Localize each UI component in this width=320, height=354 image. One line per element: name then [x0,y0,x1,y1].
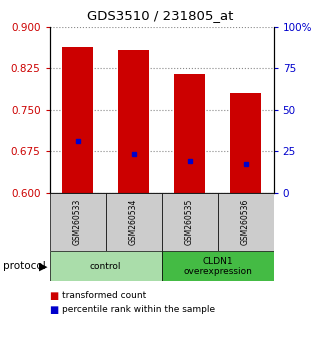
Bar [118,50,149,193]
Bar [62,47,93,193]
Text: ▶: ▶ [39,261,47,272]
Bar [162,193,218,251]
Text: ■: ■ [50,305,59,315]
Text: GSM260535: GSM260535 [185,199,194,245]
Bar [174,74,205,193]
Text: CLDN1
overexpression: CLDN1 overexpression [183,257,252,276]
Bar [218,193,274,251]
Text: ■: ■ [50,291,59,301]
Text: GSM260536: GSM260536 [241,199,250,245]
Bar [50,193,106,251]
Text: control: control [90,262,121,271]
Text: GDS3510 / 231805_at: GDS3510 / 231805_at [87,9,233,22]
Bar [106,193,162,251]
Text: GSM260534: GSM260534 [129,199,138,245]
Bar [50,251,162,281]
Bar [162,251,274,281]
Text: protocol: protocol [3,261,46,272]
Text: transformed count: transformed count [62,291,147,300]
Text: percentile rank within the sample: percentile rank within the sample [62,305,216,314]
Text: GSM260533: GSM260533 [73,199,82,245]
Bar [230,93,261,193]
